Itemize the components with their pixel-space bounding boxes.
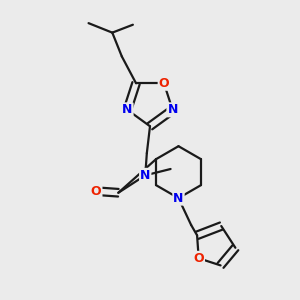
Text: O: O xyxy=(159,77,169,90)
Text: O: O xyxy=(91,185,101,198)
Text: N: N xyxy=(167,103,178,116)
Text: N: N xyxy=(122,103,133,116)
Text: N: N xyxy=(140,169,150,182)
Text: N: N xyxy=(173,192,184,205)
Text: O: O xyxy=(194,252,204,265)
